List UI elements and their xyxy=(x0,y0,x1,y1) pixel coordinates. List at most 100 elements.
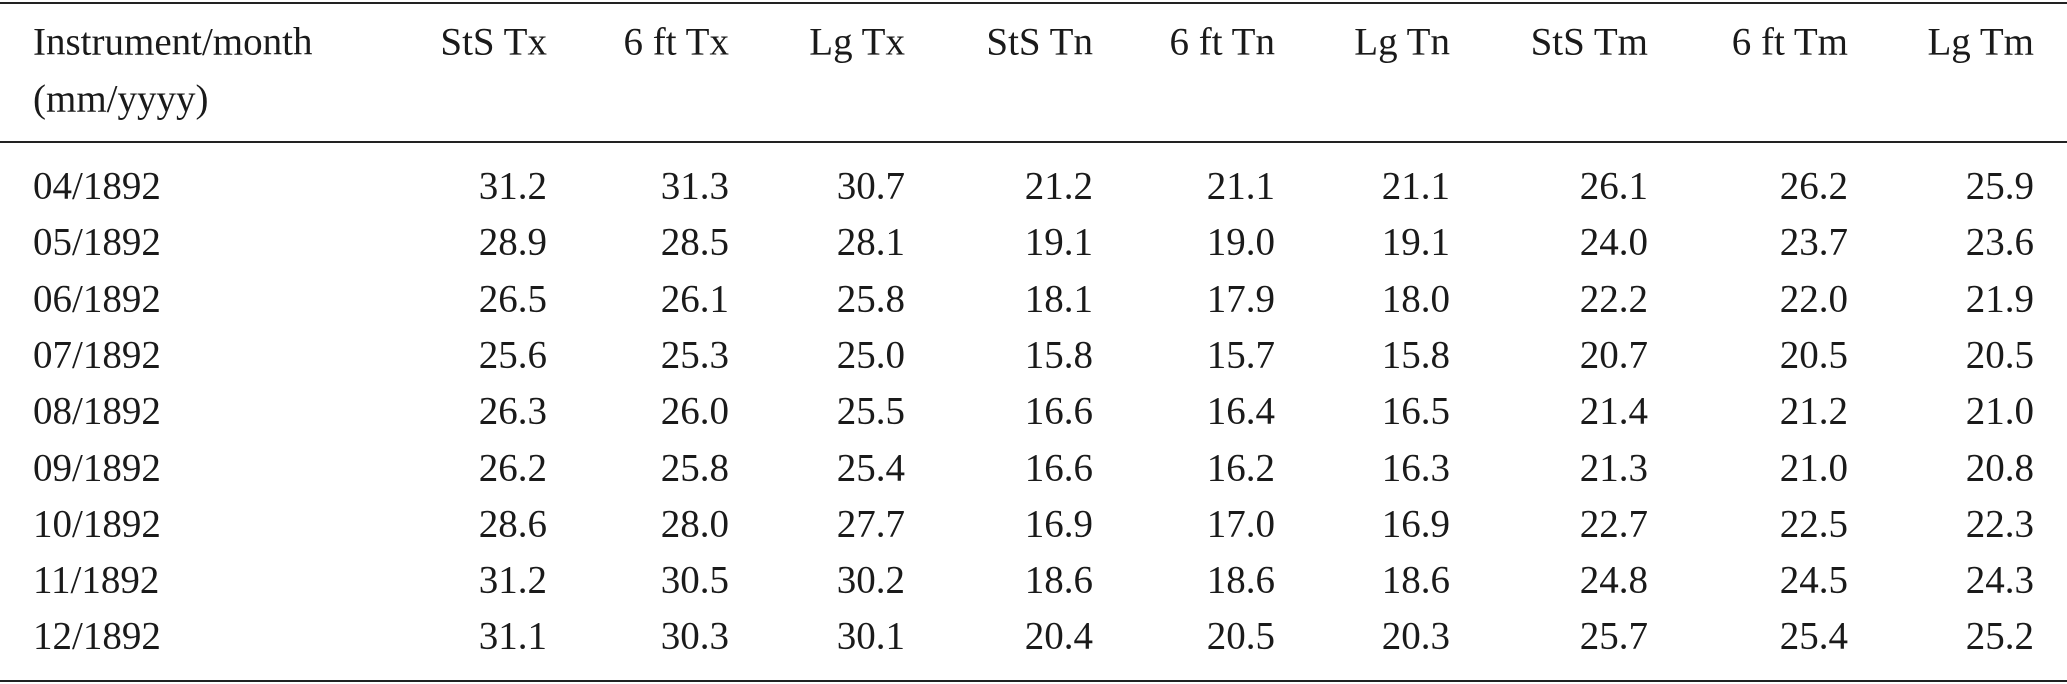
data-cell: 18.0 xyxy=(1381,277,1450,321)
data-cell: 30.3 xyxy=(660,614,729,658)
data-cell: 22.7 xyxy=(1579,502,1648,546)
data-cell: 22.5 xyxy=(1779,502,1848,546)
data-cell: 31.2 xyxy=(478,164,547,208)
data-cell: 26.2 xyxy=(1779,164,1848,208)
data-cell: 18.1 xyxy=(1024,277,1093,321)
data-cell: 27.7 xyxy=(836,502,905,546)
data-cell: 25.8 xyxy=(836,277,905,321)
data-cell: 28.0 xyxy=(660,502,729,546)
data-cell: 21.2 xyxy=(1779,389,1848,433)
header-cell: StS Tm xyxy=(1530,20,1648,64)
data-cell: 21.0 xyxy=(1779,446,1848,489)
row-label: 10/1892 xyxy=(33,502,161,546)
data-cell: 28.1 xyxy=(836,220,905,264)
data-cell: 23.7 xyxy=(1779,220,1848,264)
data-cell: 24.8 xyxy=(1579,558,1648,602)
data-cell: 15.7 xyxy=(1206,333,1275,377)
data-cell: 17.9 xyxy=(1206,277,1275,321)
row-label: 09/1892 xyxy=(33,446,161,489)
data-cell: 20.4 xyxy=(1024,614,1093,658)
data-cell: 20.5 xyxy=(1779,333,1848,377)
data-cell: 25.2 xyxy=(1965,614,2034,658)
data-cell: 19.0 xyxy=(1206,220,1275,264)
header-cell: 6 ft Tn xyxy=(1169,20,1275,64)
data-cell: 25.8 xyxy=(660,446,729,489)
data-cell: 24.5 xyxy=(1779,558,1848,602)
data-cell: 25.4 xyxy=(1779,614,1848,658)
row-label: 11/1892 xyxy=(33,558,160,602)
data-cell: 20.5 xyxy=(1206,614,1275,658)
data-cell: 28.5 xyxy=(660,220,729,264)
data-cell: 15.8 xyxy=(1024,333,1093,377)
data-cell: 19.1 xyxy=(1381,220,1450,264)
data-cell: 25.3 xyxy=(660,333,729,377)
row-label: 07/1892 xyxy=(33,333,161,377)
data-cell: 17.0 xyxy=(1206,502,1275,546)
data-cell: 21.3 xyxy=(1579,446,1648,489)
data-cell: 16.6 xyxy=(1024,446,1093,489)
data-cell: 25.9 xyxy=(1965,164,2034,208)
row-label: 04/1892 xyxy=(33,164,161,208)
data-cell: 20.7 xyxy=(1579,333,1648,377)
data-cell: 25.0 xyxy=(836,333,905,377)
data-cell: 16.5 xyxy=(1381,389,1450,433)
data-cell: 18.6 xyxy=(1381,558,1450,602)
data-cell: 20.3 xyxy=(1381,614,1450,658)
data-cell: 30.7 xyxy=(836,164,905,208)
bottom-rule xyxy=(0,680,2067,682)
data-cell: 21.9 xyxy=(1965,277,2034,321)
data-cell: 22.3 xyxy=(1965,502,2034,546)
data-cell: 15.8 xyxy=(1381,333,1450,377)
data-cell: 24.3 xyxy=(1965,558,2034,602)
mid-rule xyxy=(0,141,2067,143)
data-cell: 18.6 xyxy=(1024,558,1093,602)
header-cell: Lg Tm xyxy=(1927,20,2034,64)
row-label: 12/1892 xyxy=(33,614,161,658)
header-cell: 6 ft Tm xyxy=(1731,20,1848,64)
data-cell: 21.0 xyxy=(1965,389,2034,433)
data-cell: 26.2 xyxy=(478,446,547,489)
data-cell: 22.2 xyxy=(1579,277,1648,321)
data-cell: 20.8 xyxy=(1965,446,2034,489)
data-cell: 31.3 xyxy=(660,164,729,208)
data-cell: 30.2 xyxy=(836,558,905,602)
row-label: 06/1892 xyxy=(33,277,161,321)
data-cell: 16.9 xyxy=(1381,502,1450,546)
data-cell: 20.5 xyxy=(1965,333,2034,377)
data-cell: 21.2 xyxy=(1024,164,1093,208)
top-rule xyxy=(0,2,2067,4)
header-cell: Instrument/month xyxy=(33,20,313,64)
data-cell: 31.2 xyxy=(478,558,547,602)
data-cell: 25.4 xyxy=(836,446,905,489)
data-cell: 30.1 xyxy=(836,614,905,658)
data-cell: 28.9 xyxy=(478,220,547,264)
data-cell: 30.5 xyxy=(660,558,729,602)
data-cell: 21.1 xyxy=(1206,164,1275,208)
data-cell: 21.4 xyxy=(1579,389,1648,433)
data-cell: 24.0 xyxy=(1579,220,1648,264)
data-cell: 16.3 xyxy=(1381,446,1450,489)
data-cell: 26.1 xyxy=(1579,164,1648,208)
data-cell: 16.6 xyxy=(1024,389,1093,433)
data-cell: 16.9 xyxy=(1024,502,1093,546)
data-cell: 22.0 xyxy=(1779,277,1848,321)
header-cell: Lg Tn xyxy=(1354,20,1450,64)
row-label: 05/1892 xyxy=(33,220,161,264)
data-cell: 26.1 xyxy=(660,277,729,321)
data-cell: 19.1 xyxy=(1024,220,1093,264)
data-cell: 26.3 xyxy=(478,389,547,433)
header-cell: 6 ft Tx xyxy=(623,20,729,64)
header-cell: StS Tx xyxy=(440,20,547,64)
data-cell: 16.2 xyxy=(1206,446,1275,489)
data-cell: 16.4 xyxy=(1206,389,1275,433)
data-cell: 25.7 xyxy=(1579,614,1648,658)
data-cell: 25.6 xyxy=(478,333,547,377)
header-cell: (mm/yyyy) xyxy=(33,77,209,121)
header-cell: Lg Tx xyxy=(809,20,905,64)
data-cell: 26.0 xyxy=(660,389,729,433)
data-cell: 21.1 xyxy=(1381,164,1450,208)
data-cell: 28.6 xyxy=(478,502,547,546)
row-label: 08/1892 xyxy=(33,389,161,433)
data-cell: 26.5 xyxy=(478,277,547,321)
